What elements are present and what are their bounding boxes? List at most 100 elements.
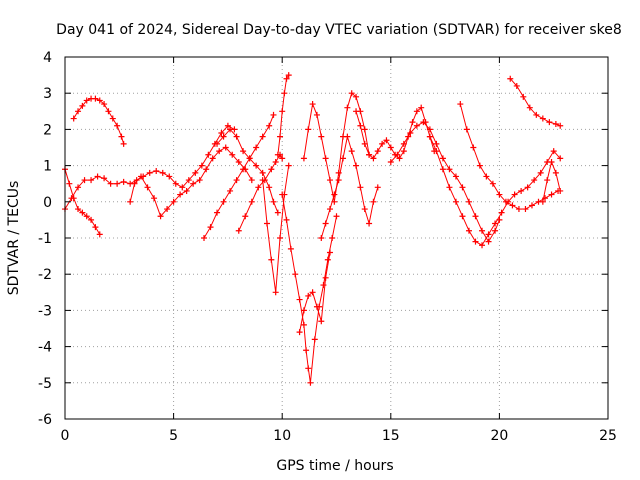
data-point-marker	[227, 187, 234, 194]
data-point-marker	[118, 133, 125, 140]
data-point-marker	[164, 206, 171, 213]
data-point-marker	[552, 120, 559, 127]
data-point-marker	[233, 177, 240, 184]
data-point-marker	[400, 148, 407, 155]
data-point-marker	[335, 177, 342, 184]
data-point-marker	[279, 155, 286, 162]
data-point-marker	[311, 336, 318, 343]
data-point-marker	[379, 140, 386, 147]
data-point-marker	[318, 133, 325, 140]
data-point-marker	[190, 180, 197, 187]
data-point-marker	[472, 213, 479, 220]
series-trace	[129, 147, 253, 217]
data-point-marker	[75, 206, 82, 213]
data-point-marker	[326, 177, 333, 184]
data-point-marker	[214, 140, 221, 147]
data-point-marker	[300, 155, 307, 162]
data-point-marker	[309, 289, 316, 296]
data-point-marker	[79, 209, 86, 216]
data-point-marker	[101, 175, 108, 182]
data-point-marker	[157, 213, 164, 220]
data-point-marker	[272, 158, 279, 165]
data-point-marker	[552, 169, 559, 176]
data-point-marker	[109, 115, 116, 122]
data-point-marker	[383, 137, 390, 144]
data-point-marker	[270, 111, 277, 118]
data-point-marker	[446, 166, 453, 173]
data-point-marker	[183, 187, 190, 194]
data-point-marker	[329, 235, 336, 241]
x-tick-label: 0	[61, 428, 70, 444]
data-point-marker	[426, 126, 433, 133]
data-point-marker	[507, 75, 514, 82]
data-point-marker	[305, 126, 312, 133]
data-point-marker	[361, 140, 368, 147]
data-point-marker	[459, 213, 466, 220]
data-point-marker	[75, 108, 82, 115]
data-point-marker	[235, 158, 242, 165]
data-point-marker	[485, 231, 492, 238]
data-point-marker	[83, 213, 90, 220]
data-point-marker	[235, 227, 242, 234]
data-point-marker	[105, 108, 112, 115]
data-point-marker	[274, 209, 281, 216]
series-arc-o	[387, 119, 503, 245]
series-arc-i	[274, 72, 292, 158]
data-point-marker	[366, 220, 373, 227]
series-arc-b	[70, 95, 127, 147]
data-point-marker	[101, 101, 108, 108]
data-point-marker	[492, 227, 499, 234]
data-point-marker	[476, 162, 483, 169]
data-point-marker	[396, 155, 403, 162]
data-point-marker	[407, 130, 414, 137]
data-point-marker	[75, 184, 82, 191]
data-point-marker	[344, 104, 351, 111]
data-point-marker	[557, 122, 564, 129]
data-point-marker	[248, 198, 255, 205]
data-point-marker	[465, 227, 472, 234]
data-point-marker	[214, 209, 221, 216]
data-point-marker	[144, 184, 151, 191]
data-point-marker	[279, 191, 286, 198]
data-point-marker	[266, 184, 273, 191]
data-point-marker	[305, 292, 312, 299]
y-tick-label: -2	[38, 267, 52, 283]
data-point-marker	[457, 101, 464, 108]
y-tick-label: 3	[43, 86, 52, 102]
data-point-marker	[333, 213, 340, 220]
data-point-marker	[326, 249, 333, 256]
data-point-marker	[283, 216, 290, 223]
data-point-marker	[70, 115, 77, 122]
data-point-marker	[322, 155, 329, 162]
y-axis-title: SDTVAR / TECUs	[6, 181, 22, 296]
data-point-marker	[120, 178, 127, 185]
data-point-marker	[88, 177, 95, 184]
x-tick-label: 5	[169, 428, 178, 444]
data-point-marker	[185, 177, 192, 184]
data-point-marker	[207, 224, 214, 231]
data-point-marker	[374, 184, 381, 191]
data-point-marker	[418, 104, 425, 111]
data-point-marker	[470, 144, 477, 151]
data-point-marker	[114, 180, 121, 187]
data-point-marker	[172, 180, 179, 187]
data-point-marker	[324, 256, 331, 263]
data-point-marker	[259, 133, 266, 140]
data-point-marker	[279, 108, 286, 115]
data-point-marker	[220, 198, 227, 205]
data-point-marker	[357, 122, 364, 129]
data-point-marker	[216, 148, 223, 155]
data-point-marker	[255, 184, 262, 191]
data-point-marker	[287, 245, 294, 252]
series-arc-c	[62, 122, 238, 213]
data-point-marker	[348, 90, 355, 97]
data-point-marker	[198, 162, 205, 169]
data-point-marker	[370, 198, 377, 205]
data-point-marker	[344, 133, 351, 140]
series-arc-j	[279, 191, 340, 386]
data-point-marker	[322, 220, 329, 227]
data-point-marker	[151, 195, 158, 202]
data-point-marker	[285, 72, 292, 79]
data-point-marker	[446, 184, 453, 191]
